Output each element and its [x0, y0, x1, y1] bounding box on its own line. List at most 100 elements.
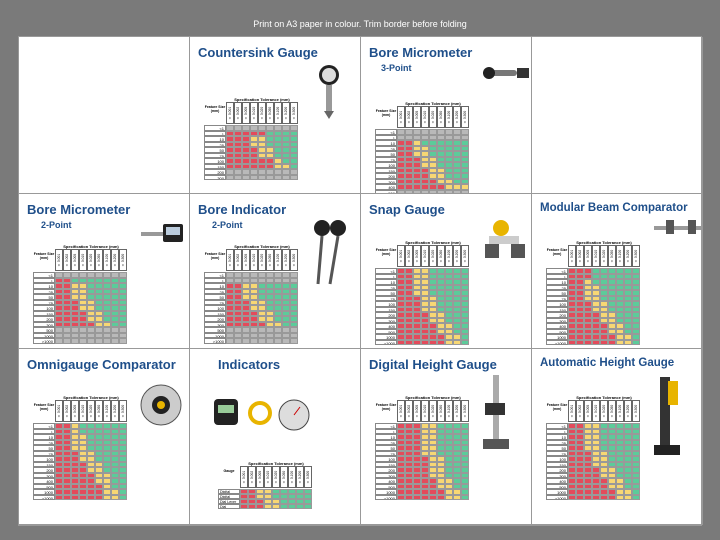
rating-cell [632, 268, 640, 274]
feature-size-cell: 75 [375, 450, 397, 456]
feature-size-cell: 75 [375, 156, 397, 162]
tolerance-column-label: ± 0.100 [616, 400, 624, 422]
rating-cell [568, 268, 576, 274]
tolerance-column-label: ± 0.010 [592, 400, 600, 422]
bore-micrometer-icon [483, 67, 529, 79]
feature-size-cell: 10 [546, 434, 568, 440]
rating-cell [437, 439, 445, 445]
feature-size-cell: 200 [375, 312, 397, 318]
rating-cell [290, 141, 298, 147]
rating-cell [584, 483, 592, 489]
rating-cell [461, 434, 469, 440]
rating-cell [250, 272, 258, 278]
table-row: 300 [375, 317, 469, 323]
rating-cell [616, 445, 624, 451]
rating-cell [63, 428, 71, 434]
tolerance-table: Specification Tolerance (mm) Feature Size… [204, 97, 298, 180]
feature-size-cell: 100 [546, 301, 568, 307]
rating-cell [421, 301, 429, 307]
table-row: 150 [33, 310, 127, 316]
rating-cell [632, 423, 640, 429]
feature-size-cell: 150 [375, 306, 397, 312]
rating-cell [568, 306, 576, 312]
rating-cell [95, 423, 103, 429]
rating-cell [226, 163, 234, 169]
rating-cell [445, 423, 453, 429]
rating-cell [608, 306, 616, 312]
rating-cell [111, 445, 119, 451]
rating-cell [568, 439, 576, 445]
rating-cell [632, 450, 640, 456]
rating-cell [608, 339, 616, 345]
rating-cell [429, 145, 437, 151]
rating-cell [421, 445, 429, 451]
tolerance-column-label: ± 0.500 [290, 249, 298, 271]
rating-cell [304, 504, 312, 509]
rating-cell [296, 504, 304, 509]
rating-cell [413, 295, 421, 301]
table-row: 1 [375, 273, 469, 279]
rating-cell [63, 327, 71, 333]
rating-cell [453, 129, 461, 135]
rating-cell [266, 305, 274, 311]
rating-cell [624, 268, 632, 274]
rating-cell [282, 283, 290, 289]
rating-cell [616, 268, 624, 274]
rating-cell [111, 467, 119, 473]
rating-cell [445, 339, 453, 345]
gauge-subtitle: 2-Point [41, 220, 72, 230]
feature-size-cell: 300 [546, 472, 568, 478]
rating-cell [55, 456, 63, 462]
table-row: 1 [33, 428, 127, 434]
rating-cell [95, 305, 103, 311]
feature-size-cell: 200 [33, 316, 55, 322]
table-row: 200 [546, 467, 640, 473]
rating-cell [103, 338, 111, 344]
rating-cell [290, 169, 298, 175]
rating-cell [445, 279, 453, 285]
rating-cell [445, 140, 453, 146]
rating-cell [266, 299, 274, 305]
rating-cell [584, 472, 592, 478]
rating-cell [453, 472, 461, 478]
rating-cell [461, 483, 469, 489]
rating-cell [248, 489, 256, 494]
rating-cell [274, 147, 282, 153]
rating-cell [282, 152, 290, 158]
table-row: <1 [546, 423, 640, 429]
rating-cell [576, 489, 584, 495]
rating-cell [453, 295, 461, 301]
tolerance-column-label: ± 0.001 [568, 245, 576, 267]
feature-size-cell: 10 [33, 434, 55, 440]
rating-cell [437, 428, 445, 434]
rating-cell [274, 305, 282, 311]
table-row: 400 [375, 323, 469, 329]
rating-cell [226, 299, 234, 305]
rating-cell [453, 173, 461, 179]
rating-cell [87, 461, 95, 467]
rating-cell [234, 283, 242, 289]
feature-size-cell: 300 [546, 317, 568, 323]
feature-size-cell: 10 [33, 283, 55, 289]
rating-cell [437, 140, 445, 146]
rating-cell [413, 317, 421, 323]
table-row: 200 [204, 169, 298, 175]
gauge-panel: Omnigauge Comparator Specification Tolera… [19, 349, 190, 525]
table-row: 10 [546, 434, 640, 440]
rating-cell [87, 494, 95, 500]
rating-cell [111, 272, 119, 278]
table-row: 200 [33, 316, 127, 322]
rating-cell [632, 290, 640, 296]
rating-cell [437, 445, 445, 451]
tolerance-column-label: ± 0.500 [632, 400, 640, 422]
feature-size-cell: 400 [375, 323, 397, 329]
rating-cell [405, 279, 413, 285]
tolerance-column-label: ± 0.050 [95, 400, 103, 422]
rating-cell [119, 461, 127, 467]
rating-cell [429, 461, 437, 467]
rating-cell [461, 323, 469, 329]
rating-cell [258, 272, 266, 278]
rating-cell [288, 489, 296, 494]
rating-cell [592, 423, 600, 429]
